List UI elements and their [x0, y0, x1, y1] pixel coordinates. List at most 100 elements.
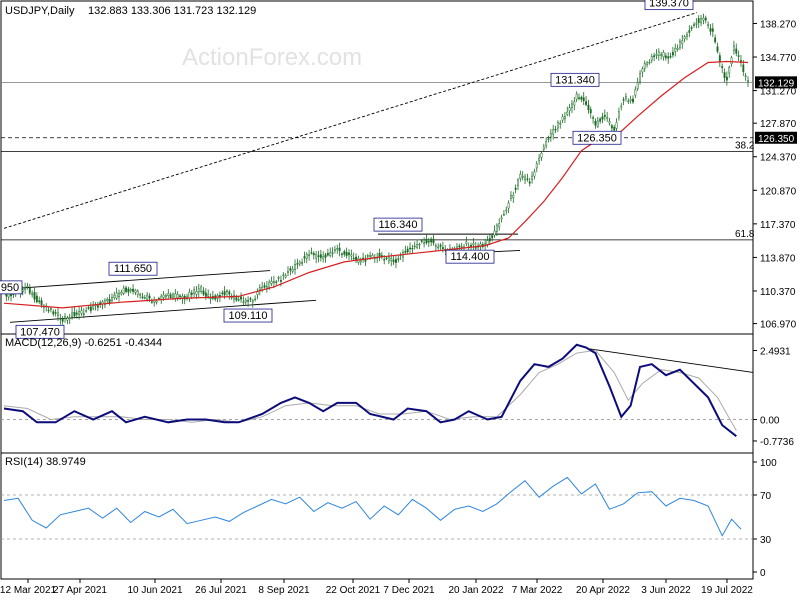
candle-body — [693, 24, 695, 26]
candle-body — [284, 275, 287, 278]
candle-body — [378, 252, 381, 257]
candle-body — [566, 111, 569, 115]
price-y-tick-label: 110.370 — [760, 287, 796, 298]
candle-body — [279, 279, 282, 282]
candle-body — [578, 97, 580, 99]
candle-body — [528, 181, 531, 184]
candle-body — [674, 47, 677, 52]
candle-body — [608, 121, 611, 124]
candle-body — [512, 194, 515, 199]
candle-body — [85, 310, 88, 312]
candle-body — [120, 291, 123, 295]
candle-body — [430, 238, 433, 243]
candle-body — [150, 301, 153, 303]
candle-body — [96, 305, 99, 308]
last-price-tag: 132.129 — [758, 78, 795, 89]
candle-body — [416, 244, 419, 248]
candle-body — [725, 76, 728, 81]
candle-body — [204, 292, 207, 297]
candle-body — [650, 56, 653, 61]
candle-body — [418, 243, 421, 246]
candle-body — [200, 286, 203, 292]
candle-body — [26, 285, 29, 288]
candle-body — [59, 318, 62, 320]
candle-body — [287, 271, 289, 273]
candle-body — [533, 171, 536, 177]
candle-body — [559, 122, 562, 125]
candle-body — [472, 243, 475, 246]
candle-body — [622, 99, 625, 101]
candle-body — [251, 300, 254, 303]
candle-body — [127, 288, 130, 293]
candle-body — [160, 295, 163, 300]
channel-upper-line — [9, 270, 271, 290]
candle-body — [352, 257, 355, 260]
candle-body — [681, 40, 684, 44]
price-layer: 38.2 61.8 107.470 109.110 111.650 116.340 114.… — [0, 0, 755, 339]
candle-body — [634, 89, 637, 96]
candle-body — [49, 308, 52, 310]
candle-body — [394, 259, 397, 263]
candle-body — [383, 259, 386, 261]
candle-body — [571, 103, 573, 108]
candle-body — [193, 289, 196, 294]
candle-body — [397, 258, 400, 260]
candle-body — [303, 256, 306, 259]
candle-body — [585, 101, 588, 105]
candle-body — [747, 80, 749, 82]
candle-body — [667, 56, 670, 59]
candle-body — [439, 244, 442, 247]
candle-body — [510, 195, 512, 199]
candle-body — [732, 45, 735, 51]
candle-body — [639, 73, 641, 82]
rsi-title: RSI(14) 38.9749 — [5, 456, 86, 468]
candle-body — [174, 293, 177, 299]
candle-body — [620, 105, 623, 108]
candle-body — [660, 54, 663, 56]
price-annotation-box — [550, 72, 600, 87]
candle-body — [495, 224, 498, 232]
candles — [5, 13, 749, 325]
candle-body — [683, 36, 686, 40]
candle-body — [326, 253, 329, 256]
candle-body — [615, 122, 618, 129]
candle-body — [580, 96, 583, 100]
candle-body — [671, 51, 674, 56]
price-annotation-label: 109.110 — [229, 310, 268, 322]
candle-body — [336, 248, 339, 250]
candle-body — [601, 116, 604, 120]
macd-panel-frame — [0, 333, 754, 454]
candle-body — [711, 28, 714, 32]
candle-body — [721, 66, 724, 68]
candle-body — [113, 294, 116, 298]
candle-body — [441, 247, 444, 249]
candle-body — [164, 295, 167, 298]
price-annotation-box — [223, 308, 273, 323]
candle-body — [322, 256, 325, 260]
candle-body — [122, 287, 125, 294]
candle-body — [519, 173, 522, 179]
candle-body — [289, 268, 292, 271]
macd-y-tick-label: -0.7736 — [760, 437, 794, 448]
candle-body — [617, 111, 620, 118]
candle-body — [563, 116, 566, 120]
price-annotation-label: 107.470 — [20, 326, 60, 338]
price-annotation-label: 111.650 — [114, 263, 152, 275]
candle-body — [111, 297, 113, 301]
price-annotation-label: 126.350 — [577, 132, 617, 144]
candle-body — [244, 299, 247, 303]
candle-body — [735, 48, 738, 54]
candle-body — [277, 277, 280, 279]
macd-layer — [1, 343, 754, 437]
candle-body — [589, 109, 592, 114]
candle-body — [545, 141, 548, 147]
candle-body — [157, 298, 160, 300]
candle-body — [350, 254, 353, 257]
candle-body — [390, 258, 393, 261]
candle-body — [688, 30, 691, 33]
candle-body — [188, 291, 191, 299]
candle-body — [603, 114, 606, 117]
candle-body — [744, 75, 747, 77]
candle-body — [610, 125, 613, 129]
fib-label: 38.2 — [735, 141, 755, 152]
